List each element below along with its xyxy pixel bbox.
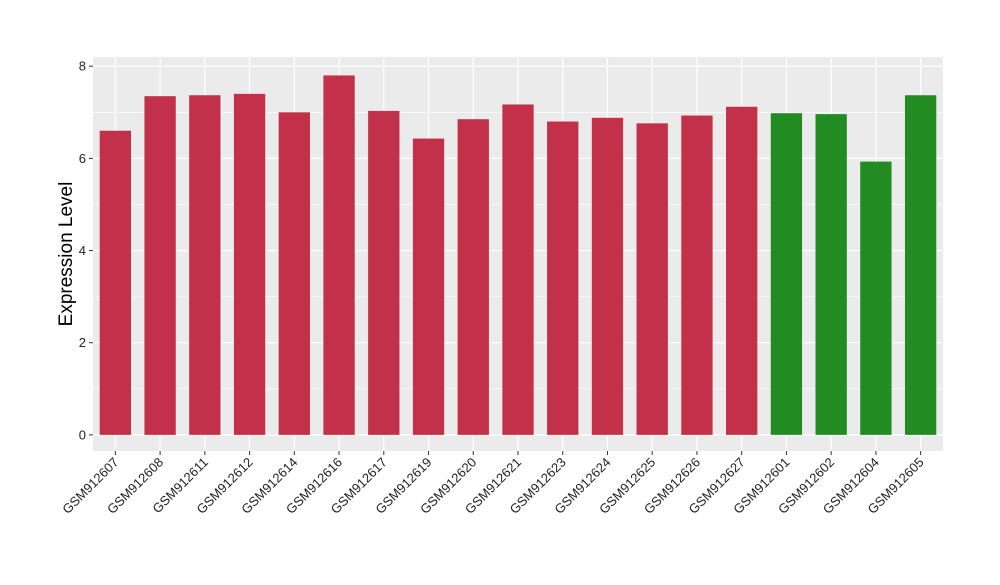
y-tick-label: 4 bbox=[79, 243, 86, 258]
bar-GSM912627 bbox=[726, 106, 758, 435]
bar-GSM912601 bbox=[770, 113, 803, 435]
bar-GSM912620 bbox=[457, 119, 489, 435]
y-tick-label: 6 bbox=[79, 151, 86, 166]
y-tick-label: 2 bbox=[79, 335, 86, 350]
bar-GSM912607 bbox=[99, 130, 132, 435]
y-tick-label: 0 bbox=[79, 427, 86, 442]
y-axis-title: Expression Level bbox=[56, 182, 77, 327]
bar-GSM912626 bbox=[681, 115, 713, 435]
bar-GSM912617 bbox=[368, 110, 400, 435]
bar-GSM912624 bbox=[591, 117, 624, 435]
bars bbox=[99, 75, 937, 435]
bar-GSM912604 bbox=[860, 161, 892, 435]
y-tick-label: 8 bbox=[79, 59, 86, 74]
bar-GSM912616 bbox=[323, 75, 355, 435]
bar-GSM912611 bbox=[189, 95, 221, 435]
bar-GSM912619 bbox=[412, 138, 445, 435]
bar-GSM912621 bbox=[502, 104, 534, 435]
bar-GSM912602 bbox=[815, 114, 847, 435]
bar-GSM912605 bbox=[904, 95, 937, 435]
bar-GSM912625 bbox=[636, 123, 668, 435]
bar-GSM912608 bbox=[144, 96, 176, 435]
bar-GSM912614 bbox=[278, 112, 310, 435]
bar-GSM912623 bbox=[547, 121, 579, 435]
bar-GSM912612 bbox=[233, 93, 266, 435]
